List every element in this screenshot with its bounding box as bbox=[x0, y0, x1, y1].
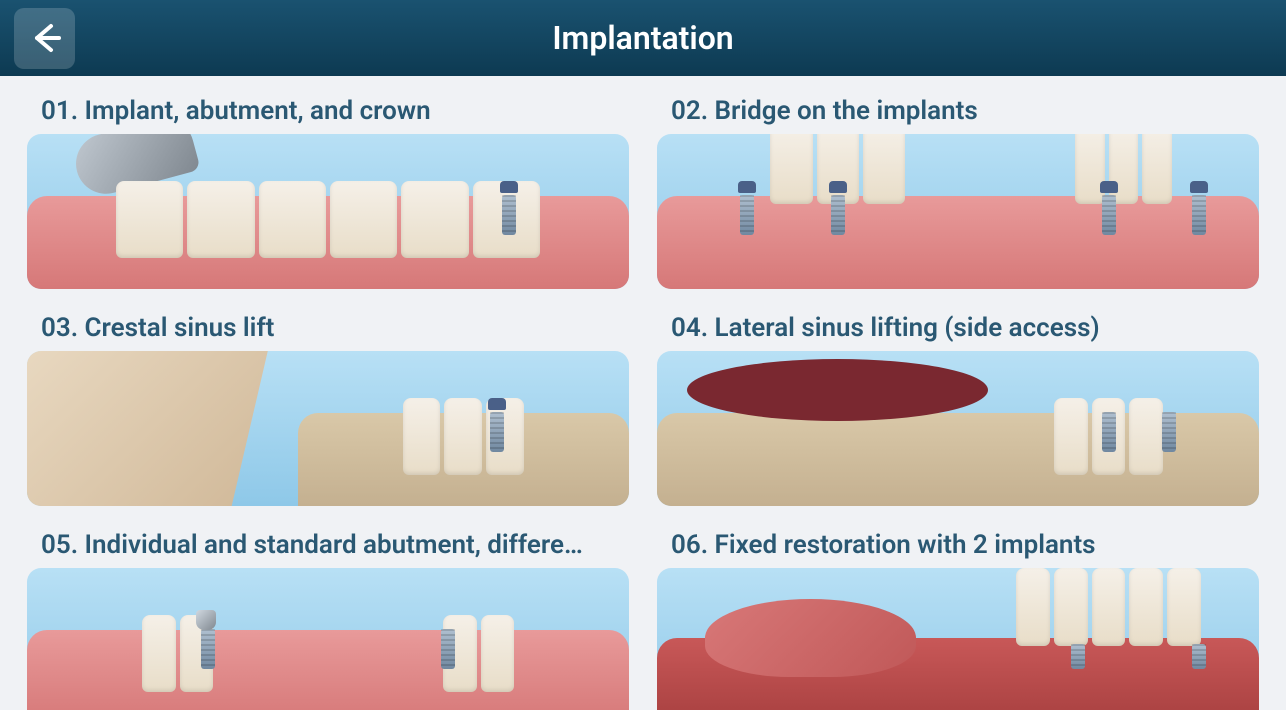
item-title: 06. Fixed restoration with 2 implants bbox=[657, 530, 1259, 560]
item-image bbox=[27, 351, 629, 506]
item-image bbox=[657, 351, 1259, 506]
item-bridge-on-implants[interactable]: 02. Bridge on the implants bbox=[657, 96, 1259, 289]
item-individual-standard-abutment[interactable]: 05. Individual and standard abutment, di… bbox=[27, 530, 629, 710]
item-crestal-sinus-lift[interactable]: 03. Crestal sinus lift bbox=[27, 313, 629, 506]
item-title: 01. Implant, abutment, and crown bbox=[27, 96, 629, 126]
header: Implantation bbox=[0, 0, 1286, 76]
dental-illustration-icon bbox=[27, 568, 629, 710]
item-title: 05. Individual and standard abutment, di… bbox=[27, 530, 629, 560]
item-lateral-sinus-lifting[interactable]: 04. Lateral sinus lifting (side access) bbox=[657, 313, 1259, 506]
item-image bbox=[657, 568, 1259, 710]
item-title: 04. Lateral sinus lifting (side access) bbox=[657, 313, 1259, 343]
back-arrow-icon bbox=[27, 20, 63, 56]
content-grid: 01. Implant, abutment, and crown 02. Bri… bbox=[0, 76, 1286, 710]
item-title: 03. Crestal sinus lift bbox=[27, 313, 629, 343]
dental-illustration-icon bbox=[27, 134, 629, 289]
dental-illustration-icon bbox=[657, 351, 1259, 506]
dental-illustration-icon bbox=[657, 134, 1259, 289]
page-title: Implantation bbox=[0, 19, 1286, 57]
item-fixed-restoration-2-implants[interactable]: 06. Fixed restoration with 2 implants bbox=[657, 530, 1259, 710]
item-image bbox=[657, 134, 1259, 289]
item-implant-abutment-crown[interactable]: 01. Implant, abutment, and crown bbox=[27, 96, 629, 289]
dental-illustration-icon bbox=[657, 568, 1259, 710]
back-button[interactable] bbox=[14, 8, 75, 69]
item-image bbox=[27, 134, 629, 289]
item-image bbox=[27, 568, 629, 710]
dental-illustration-icon bbox=[27, 351, 629, 506]
item-title: 02. Bridge on the implants bbox=[657, 96, 1259, 126]
